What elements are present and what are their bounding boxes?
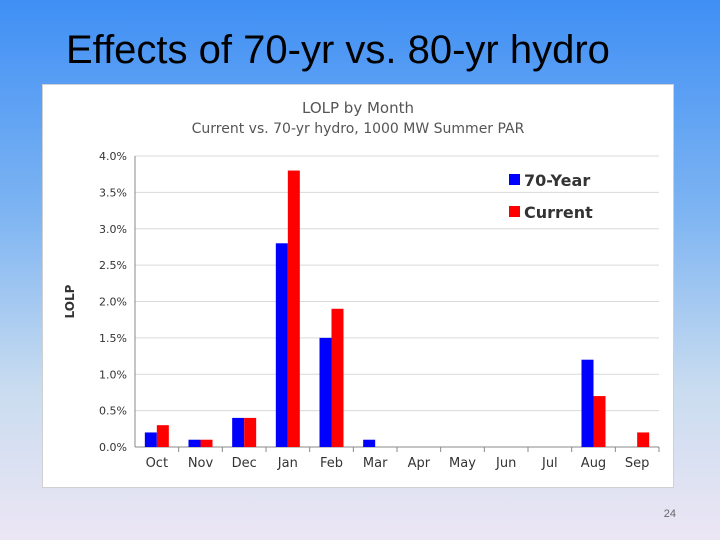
y-axis-title: LOLP xyxy=(63,284,77,318)
y-tick-label: 3.0% xyxy=(99,223,127,236)
bar-70-year-nov xyxy=(188,439,201,447)
x-category-label: Feb xyxy=(320,456,343,471)
x-category-label: Dec xyxy=(232,456,257,471)
bar-70-year-jan xyxy=(275,243,288,447)
page-number: 24 xyxy=(663,508,676,520)
y-tick-label: 1.0% xyxy=(99,368,127,381)
bar-70-year-oct xyxy=(144,432,157,447)
bar-current-dec xyxy=(244,417,257,447)
y-tick-label: 0.0% xyxy=(99,441,127,454)
bar-70-year-feb xyxy=(319,337,332,447)
legend-label: 70-Year xyxy=(524,171,590,190)
legend-swatch xyxy=(509,174,520,185)
x-category-label: Oct xyxy=(146,456,168,471)
y-tick-label: 4.0% xyxy=(99,150,127,163)
x-category-label: Aug xyxy=(581,456,606,471)
bar-current-nov xyxy=(200,439,213,447)
x-category-label: Sep xyxy=(625,456,650,471)
y-tick-label: 0.5% xyxy=(99,405,127,418)
bar-current-jan xyxy=(287,170,300,448)
bar-current-oct xyxy=(156,425,169,447)
x-category-label: Nov xyxy=(188,456,214,471)
x-category-label: Mar xyxy=(363,456,388,471)
bar-current-sep xyxy=(637,432,650,447)
bar-70-year-aug xyxy=(581,359,594,447)
chart-subtitle: Current vs. 70-yr hydro, 1000 MW Summer … xyxy=(191,121,525,137)
legend-swatch xyxy=(509,206,520,217)
chart-panel: LOLP by Month Current vs. 70-yr hydro, 1… xyxy=(42,84,674,488)
bar-current-aug xyxy=(593,396,606,447)
bar-70-year-dec xyxy=(232,417,245,447)
y-tick-label: 3.5% xyxy=(99,186,127,199)
y-tick-label: 2.0% xyxy=(99,296,127,309)
x-category-label: May xyxy=(449,456,476,471)
x-category-label: Jan xyxy=(277,456,298,471)
x-category-label: Apr xyxy=(408,456,431,471)
bar-current-feb xyxy=(331,308,344,447)
x-category-label: Jul xyxy=(541,456,558,471)
legend-label: Current xyxy=(524,203,593,222)
chart-title: LOLP by Month xyxy=(302,99,414,117)
slide-title: Effects of 70-yr vs. 80-yr hydro xyxy=(66,28,610,72)
lolp-bar-chart: 0.0% 0.5% 1.0% 1.5% 2.0% 2.5% 3.0% 3.5% 4.0% LOLP… xyxy=(63,150,660,471)
x-category-label: Jun xyxy=(495,456,516,471)
y-tick-label: 1.5% xyxy=(99,332,127,345)
y-tick-label: 2.5% xyxy=(99,259,127,272)
bar-70-year-mar xyxy=(363,439,376,447)
